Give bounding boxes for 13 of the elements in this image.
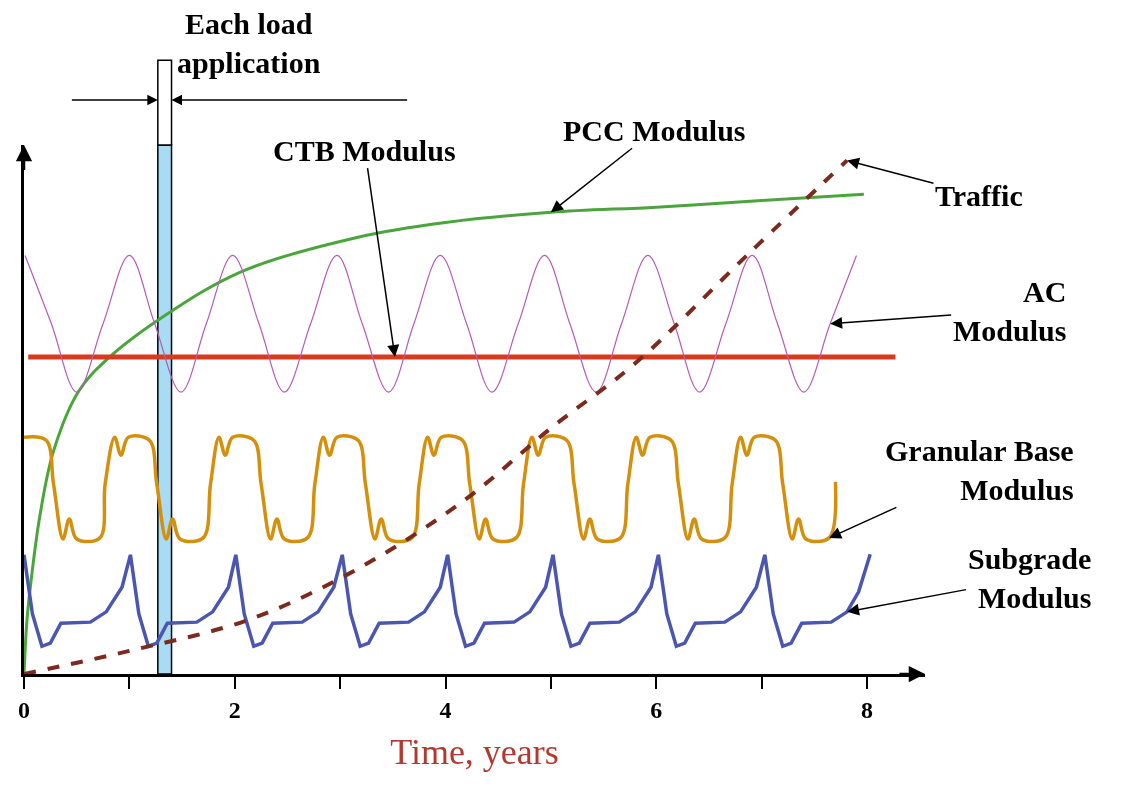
x-tick-label: 4 [439, 696, 452, 723]
text: Subgrade Modulus [968, 542, 1092, 614]
band-label: Each load application [177, 7, 321, 79]
x-tick-label: 8 [861, 696, 874, 723]
x-tick-label: 0 [18, 696, 30, 723]
text: CTB Modulus [273, 134, 456, 167]
text: AC Modulus [953, 275, 1067, 347]
series-label: Granular Base Modulus [885, 434, 1074, 506]
text: Traffic [935, 179, 1023, 212]
x-tick-label: 2 [228, 696, 241, 723]
series-label: PCC Modulus [563, 114, 746, 147]
x-axis-title: Time, years [390, 732, 559, 773]
x-tick-label: 6 [650, 696, 663, 723]
